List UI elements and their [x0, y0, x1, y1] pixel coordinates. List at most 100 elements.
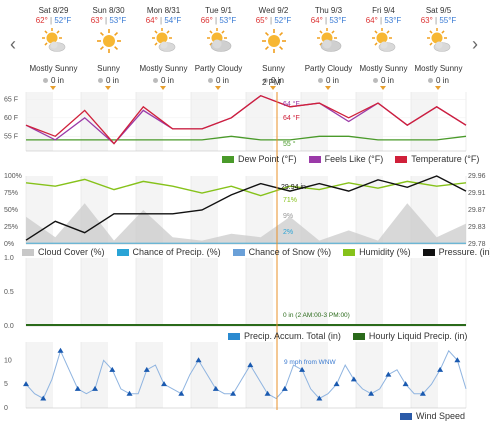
partly-cloudy-icon: [316, 28, 342, 54]
y-tick-label: 75%: [4, 190, 18, 197]
legend-cloud-cover[interactable]: Cloud Cover (%): [22, 247, 105, 257]
series-line-dew: [26, 135, 467, 141]
legend-precip: Precip. Accum. Total (in) Hourly Liquid …: [216, 330, 467, 342]
y-tick-label: 60 F: [4, 115, 18, 122]
day-temps: 64° | 54°F: [145, 16, 182, 25]
day-band: [411, 342, 438, 408]
y2-tick-label: 29.96: [468, 173, 486, 180]
wind-direction-icon: [178, 390, 185, 396]
cursor-time-label: 2 PM: [262, 78, 281, 87]
day-band: [26, 342, 53, 408]
precip-readout: 0 in (2 AM:00-3 PM:00): [283, 312, 350, 319]
raindrop-icon: [318, 78, 324, 83]
day-band: [81, 92, 108, 151]
legend-chance-precip[interactable]: Chance of Precip. (%): [116, 247, 221, 257]
precip-chance-readout: 2%: [283, 229, 293, 236]
day-band: [301, 92, 328, 151]
wind-direction-icon: [212, 385, 219, 391]
wind-direction-icon: [368, 390, 375, 396]
y-tick-label: 0: [4, 405, 8, 412]
day-low: 55°F: [439, 16, 457, 25]
sun-icon: [261, 28, 287, 54]
day-band: [411, 258, 438, 326]
wind-direction-icon: [230, 390, 237, 396]
wind-readout: 9 mph from WNW: [284, 359, 337, 366]
y2-tick-label: 29.87: [468, 207, 486, 214]
y-tick-label: 0.0: [4, 323, 14, 330]
chance-precip-area: [26, 242, 466, 244]
day-band: [26, 176, 53, 244]
temperature-readout: 64 °F: [283, 114, 300, 122]
legend-wind: Wind Speed: [388, 410, 465, 422]
day-high: 62°: [35, 16, 48, 25]
day-temps: 66° | 53°F: [200, 16, 237, 25]
day-precip: 0 in: [136, 76, 191, 85]
legend-humidity[interactable]: Humidity (%): [343, 247, 411, 257]
legend-chance-snow[interactable]: Chance of Snow (%): [232, 247, 331, 257]
legend-wind-speed[interactable]: Wind Speed: [400, 411, 465, 421]
y2-tick-label: 29.91: [468, 190, 486, 197]
day-marker-icon: [435, 86, 441, 90]
prev-arrow-icon[interactable]: ‹: [10, 34, 16, 54]
day-band: [136, 92, 163, 151]
wind-direction-icon: [92, 385, 99, 391]
raindrop-icon: [373, 78, 379, 83]
day-column[interactable]: Fri 9/4 64° | 53°F Mostly Sunny 0 in: [356, 6, 411, 90]
raindrop-icon: [428, 78, 434, 83]
day-high: 64°: [310, 16, 323, 25]
day-date: Fri 9/4: [372, 6, 395, 15]
day-condition: Partly Cloudy: [194, 64, 243, 73]
day-high: 63°: [420, 16, 433, 25]
day-condition: Sunny: [262, 64, 285, 73]
partly-sunny-icon: [151, 28, 177, 54]
next-arrow-icon[interactable]: ›: [472, 34, 478, 54]
day-band: [301, 342, 328, 408]
day-band: [301, 176, 328, 244]
wind-direction-icon: [350, 376, 357, 382]
day-column[interactable]: Sun 8/30 63° | 53°F Sunny 0 in: [81, 6, 136, 90]
day-condition: Mostly Sunny: [414, 64, 463, 73]
legend-hourly-precip[interactable]: Hourly Liquid Precip. (in): [352, 331, 467, 341]
wind-speed-line: [25, 349, 467, 400]
day-band: [246, 258, 273, 326]
day-band: [81, 258, 108, 326]
wind-direction-icon: [195, 357, 202, 363]
wind-direction-icon: [40, 395, 47, 401]
legend-temperature[interactable]: Temperature (°F): [395, 154, 479, 164]
y-tick-label: 0.5: [4, 289, 14, 296]
legend-humidity: Cloud Cover (%) Chance of Precip. (%) Ch…: [10, 246, 490, 258]
partly-sunny-icon: [371, 28, 397, 54]
legend-dew-point[interactable]: Dew Point (°F): [222, 154, 297, 164]
day-column[interactable]: Mon 8/31 64° | 54°F Mostly Sunny 0 in: [136, 6, 191, 90]
humidity-line: [25, 178, 467, 197]
day-band: [26, 258, 53, 326]
legend-feels-like[interactable]: Feels Like (°F): [308, 154, 383, 164]
day-band: [81, 342, 108, 408]
day-date: Sat 9/5: [425, 6, 452, 15]
day-column[interactable]: Tue 9/1 66° | 53°F Partly Cloudy 0 in: [191, 6, 246, 90]
y-tick-label: 55 F: [4, 133, 18, 140]
day-low: 52°F: [274, 16, 292, 25]
day-band: [191, 92, 218, 151]
day-column[interactable]: Sat 8/29 62° | 52°F Mostly Sunny 0 in: [26, 6, 81, 90]
legend-pressure[interactable]: Pressure. (in): [422, 247, 490, 257]
day-marker-icon: [50, 86, 56, 90]
partly-cloudy-icon: [206, 28, 232, 54]
day-band: [191, 258, 218, 326]
day-marker-icon: [380, 86, 386, 90]
day-band: [246, 176, 273, 244]
y2-tick-label: 29.83: [468, 224, 486, 231]
wind-direction-icon: [402, 381, 409, 387]
legend-precip-accum[interactable]: Precip. Accum. Total (in): [228, 331, 341, 341]
day-band: [356, 92, 383, 151]
day-band: [191, 176, 218, 244]
day-temps: 63° | 53°F: [90, 16, 127, 25]
day-column[interactable]: Thu 9/3 64° | 53°F Partly Cloudy 0 in: [301, 6, 356, 90]
raindrop-icon: [208, 78, 214, 83]
day-column[interactable]: Wed 9/2 65° | 52°F Sunny 0 in: [246, 6, 301, 90]
day-marker-icon: [270, 86, 276, 90]
day-band: [191, 342, 218, 408]
day-column[interactable]: Sat 9/5 63° | 55°F Mostly Sunny 0 in: [411, 6, 466, 90]
day-precip: 0 in: [411, 76, 466, 85]
day-band: [246, 92, 273, 151]
